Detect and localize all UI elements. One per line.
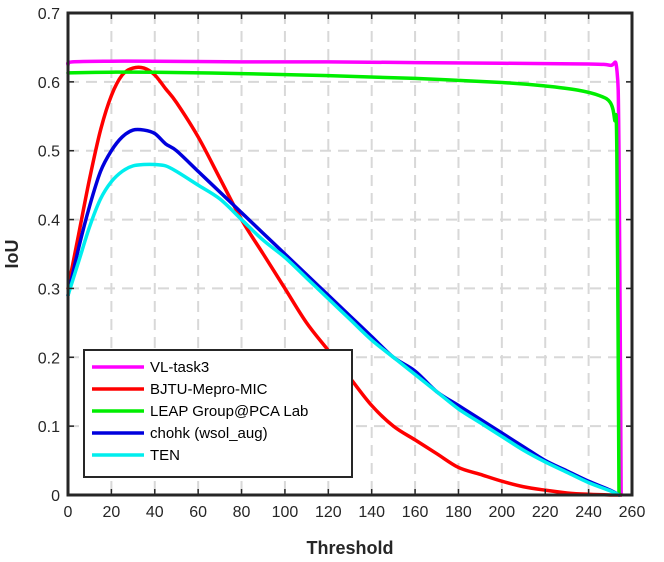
legend: VL-task3 BJTU-Mepro-MIC LEAP Group@PCA Lab… (83, 349, 353, 478)
x-tick-label: 20 (102, 504, 120, 521)
y-tick-label: 0.5 (38, 144, 60, 161)
x-tick-label: 140 (358, 504, 385, 521)
x-tick-label: 120 (315, 504, 342, 521)
series-line-vl-task3 (65, 59, 623, 497)
y-tick-label: 0.6 (38, 75, 60, 92)
legend-label: BJTU-Mepro-MIC (150, 381, 268, 398)
y-axis-label: IoU (2, 240, 22, 269)
x-tick-label: 180 (445, 504, 472, 521)
plot-frame (66, 11, 634, 497)
x-axis-label: Threshold (306, 538, 393, 558)
x-tick-label: 100 (272, 504, 299, 521)
legend-label: TEN (150, 447, 180, 464)
x-tick-label: 0 (64, 504, 73, 521)
y-tick-label: 0.7 (38, 6, 60, 23)
x-tick-label: 160 (402, 504, 429, 521)
y-tick-label: 0.3 (38, 281, 60, 298)
legend-label: VL-task3 (150, 359, 209, 376)
x-tick-label: 40 (146, 504, 164, 521)
y-tick-label: 0.2 (38, 350, 60, 367)
series-line-bjtu-mepro-mic (66, 65, 623, 497)
grid (68, 13, 632, 495)
ticks: 0 20 40 60 80 100 120 140 160 180 200 220 240 260 0 0.1… (38, 6, 646, 521)
series-line-ten (66, 162, 621, 497)
series-line-leap-group-pca-lab (66, 70, 621, 497)
legend-label: chohk (wsol_aug) (150, 425, 268, 442)
x-tick-label: 80 (233, 504, 251, 521)
y-tick-label: 0.4 (38, 213, 60, 230)
y-tick-label: 0 (51, 488, 60, 505)
series-group (65, 59, 623, 497)
legend-label: LEAP Group@PCA Lab (150, 403, 308, 420)
x-tick-label: 240 (575, 504, 602, 521)
x-tick-label: 200 (488, 504, 515, 521)
series-line-chohk-wsol-aug (66, 127, 621, 497)
x-tick-label: 220 (532, 504, 559, 521)
x-tick-label: 60 (189, 504, 207, 521)
x-tick-label: 260 (619, 504, 646, 521)
y-tick-label: 0.1 (38, 419, 60, 436)
